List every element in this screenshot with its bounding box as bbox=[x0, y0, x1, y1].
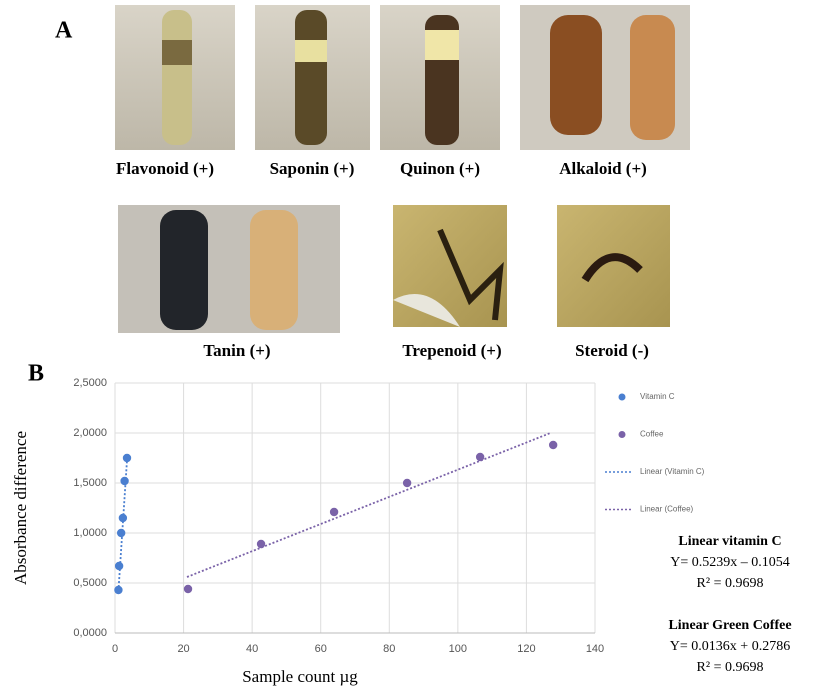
annotation-r2: R² = 0.9698 bbox=[697, 660, 764, 675]
y-tick-label: 1,0000 bbox=[73, 527, 107, 539]
panel-label: B bbox=[28, 361, 44, 387]
caption: Quinon (+) bbox=[400, 159, 480, 178]
point bbox=[329, 507, 339, 517]
x-tick-label: 40 bbox=[246, 643, 258, 655]
annotation-equation: Y= 0.5239x – 0.1054 bbox=[670, 555, 790, 570]
x-tick-label: 0 bbox=[112, 643, 118, 655]
photo bbox=[118, 205, 340, 333]
x-axis-title: Sample count µg bbox=[242, 667, 358, 686]
y-tick-label: 1,5000 bbox=[73, 477, 107, 489]
trend-line bbox=[186, 432, 551, 578]
caption: Flavonoid (+) bbox=[116, 159, 214, 178]
panel-label: A bbox=[55, 18, 73, 44]
point bbox=[256, 539, 266, 549]
y-tick-label: 2,0000 bbox=[73, 427, 107, 439]
caption: Trepenoid (+) bbox=[402, 341, 501, 360]
legend-label: Linear (Vitamin C) bbox=[640, 467, 705, 476]
annotation-r2: R² = 0.9698 bbox=[697, 576, 764, 591]
photo bbox=[520, 5, 690, 150]
x-tick-label: 100 bbox=[449, 643, 467, 655]
caption: Tanin (+) bbox=[203, 341, 270, 360]
x-tick-label: 20 bbox=[177, 643, 189, 655]
y-tick-label: 0,5000 bbox=[73, 577, 107, 589]
caption: Saponin (+) bbox=[270, 159, 355, 178]
caption: Alkaloid (+) bbox=[559, 159, 647, 178]
photo bbox=[115, 5, 235, 150]
point bbox=[475, 452, 485, 462]
y-axis-title: Absorbance difference bbox=[11, 431, 30, 585]
legend-label: Linear (Coffee) bbox=[640, 505, 694, 514]
point bbox=[402, 478, 412, 488]
legend-swatch bbox=[618, 431, 626, 438]
photo bbox=[380, 5, 500, 150]
y-tick-label: 0,0000 bbox=[73, 627, 107, 639]
legend-label: Vitamin C bbox=[640, 392, 675, 401]
photo bbox=[393, 205, 507, 327]
legend-label: Coffee bbox=[640, 430, 664, 439]
caption: Steroid (-) bbox=[575, 341, 649, 360]
photo bbox=[557, 205, 670, 327]
x-tick-label: 80 bbox=[383, 643, 395, 655]
annotation-equation: Y= 0.0136x + 0.2786 bbox=[670, 639, 790, 654]
x-tick-label: 120 bbox=[517, 643, 535, 655]
annotation-title: Linear Green Coffee bbox=[668, 618, 791, 633]
point bbox=[548, 440, 558, 450]
point bbox=[120, 476, 129, 486]
x-tick-label: 140 bbox=[586, 643, 604, 655]
annotation-title: Linear vitamin C bbox=[678, 534, 781, 549]
photo bbox=[255, 5, 370, 150]
point bbox=[114, 561, 124, 571]
y-tick-label: 2,5000 bbox=[73, 377, 107, 389]
point bbox=[116, 528, 126, 538]
trend-line bbox=[117, 454, 129, 592]
point bbox=[183, 584, 193, 594]
legend-swatch bbox=[618, 393, 626, 401]
x-tick-label: 60 bbox=[315, 643, 327, 655]
